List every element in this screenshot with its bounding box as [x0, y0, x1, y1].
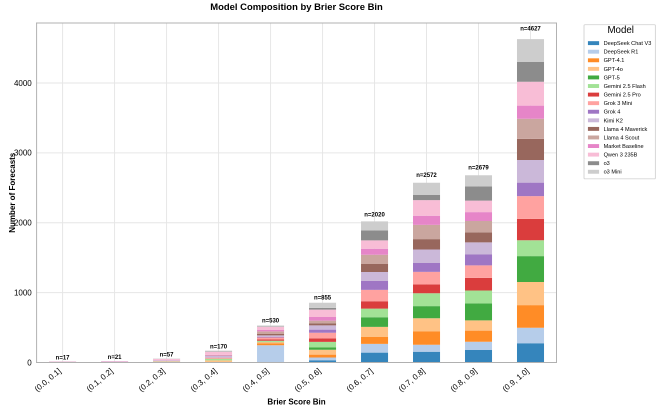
svg-text:Grok 3 Mini: Grok 3 Mini [604, 101, 633, 107]
svg-text:GPT-5: GPT-5 [604, 75, 620, 81]
svg-text:Llama 4 Scout: Llama 4 Scout [604, 135, 640, 141]
svg-text:Model: Model [607, 25, 633, 36]
svg-text:Model Composition by Brier Sco: Model Composition by Brier Score Bin [210, 2, 383, 13]
svg-text:Qwen 3 235B: Qwen 3 235B [604, 153, 638, 159]
svg-text:GPT-4.1: GPT-4.1 [604, 58, 625, 64]
svg-text:DeepSeek R1: DeepSeek R1 [604, 50, 639, 56]
svg-text:DeepSeek Chat V3: DeepSeek Chat V3 [604, 41, 652, 47]
svg-text:4000: 4000 [14, 79, 32, 88]
svg-text:n=57: n=57 [160, 352, 175, 358]
svg-text:Gemini 2.5 Pro: Gemini 2.5 Pro [604, 93, 641, 99]
svg-text:n=2572: n=2572 [416, 173, 437, 179]
svg-text:n=17: n=17 [56, 355, 71, 361]
svg-text:n=530: n=530 [262, 319, 280, 325]
svg-text:Number of Forecasts: Number of Forecasts [8, 152, 17, 233]
svg-text:Kimi K2: Kimi K2 [604, 118, 623, 124]
svg-text:n=2020: n=2020 [364, 212, 385, 218]
svg-text:Gemini 2.5 Flash: Gemini 2.5 Flash [604, 84, 646, 90]
svg-text:o3 Mini: o3 Mini [604, 170, 622, 176]
svg-text:n=855: n=855 [314, 296, 332, 302]
svg-text:n=2679: n=2679 [468, 165, 489, 171]
svg-text:Brier Score Bin: Brier Score Bin [267, 398, 325, 407]
svg-text:n=170: n=170 [210, 344, 228, 350]
svg-text:3000: 3000 [14, 149, 32, 158]
svg-text:1000: 1000 [14, 289, 32, 298]
svg-text:Market Baseline: Market Baseline [604, 144, 644, 150]
svg-text:Grok 4: Grok 4 [604, 110, 621, 116]
svg-text:n=4627: n=4627 [520, 26, 541, 32]
svg-text:n=21: n=21 [108, 355, 123, 361]
svg-text:GPT-4o: GPT-4o [604, 67, 623, 73]
svg-text:Llama 4 Maverick: Llama 4 Maverick [604, 127, 648, 133]
svg-text:o3: o3 [604, 161, 610, 167]
svg-text:0: 0 [27, 358, 32, 367]
svg-text:2000: 2000 [14, 219, 32, 228]
